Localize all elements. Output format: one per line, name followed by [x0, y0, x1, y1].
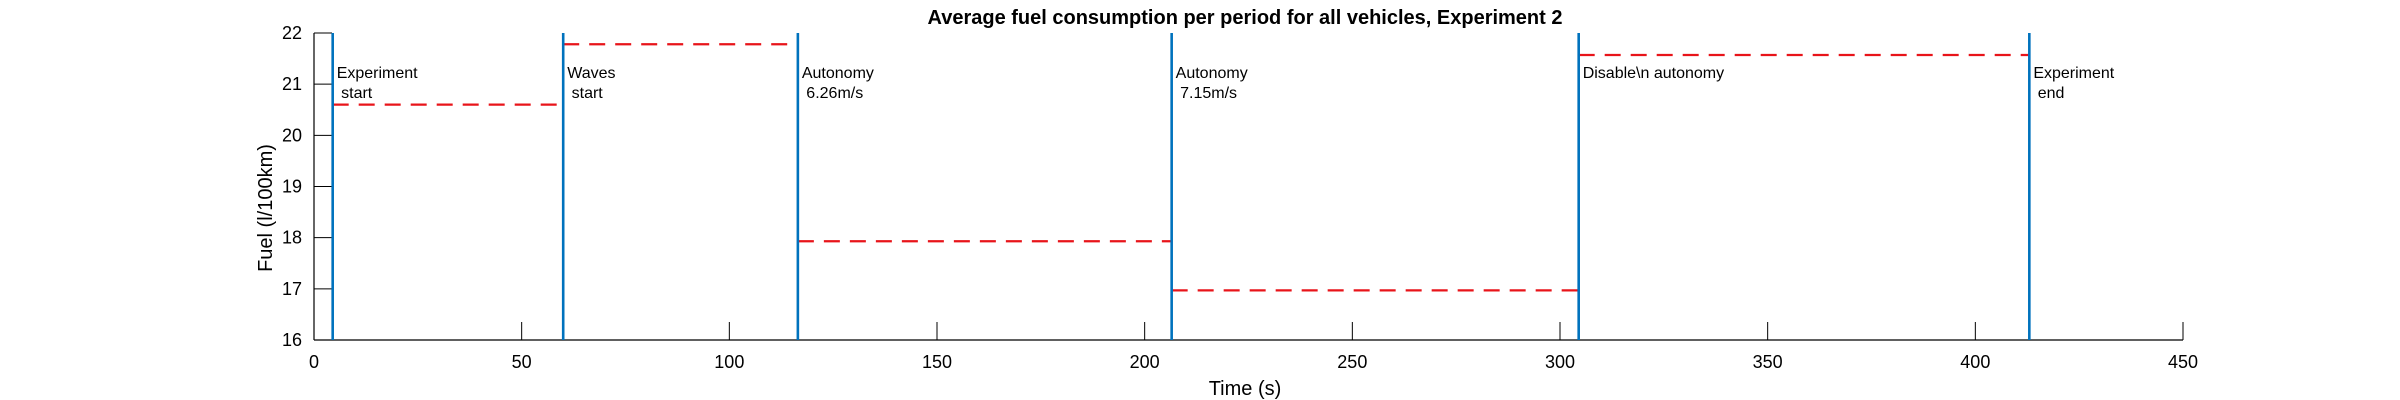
event-label-5: Experiment end	[2033, 65, 2114, 102]
x-tick-label-3: 150	[922, 352, 952, 372]
event-label-line: start	[337, 85, 373, 102]
event-label-line: Autonomy	[802, 65, 874, 82]
y-tick-label-3: 19	[282, 177, 302, 197]
x-tick-label-9: 450	[2168, 352, 2198, 372]
event-label-line: start	[567, 85, 603, 102]
y-tick-label-2: 18	[282, 228, 302, 248]
x-tick-label-2: 100	[714, 352, 744, 372]
x-tick-label-8: 400	[1960, 352, 1990, 372]
event-label-3: Autonomy 7.15m/s	[1176, 65, 1248, 102]
event-label-0: Experiment start	[337, 65, 418, 102]
event-label-line: Autonomy	[1176, 65, 1248, 82]
event-label-line: 6.26m/s	[802, 85, 863, 102]
event-label-line: 7.15m/s	[1176, 85, 1237, 102]
x-tick-label-5: 250	[1337, 352, 1367, 372]
x-tick-label-7: 350	[1753, 352, 1783, 372]
y-axis-label: Fuel (l/100km)	[255, 144, 277, 272]
event-label-line: Waves	[567, 65, 615, 82]
chart-title: Average fuel consumption per period for …	[928, 7, 1563, 29]
event-label-line: Experiment	[337, 65, 418, 82]
y-tick-label-4: 20	[282, 125, 302, 145]
y-tick-label-6: 22	[282, 23, 302, 43]
x-tick-label-1: 50	[512, 352, 532, 372]
x-tick-label-0: 0	[309, 352, 319, 372]
x-tick-label-6: 300	[1545, 352, 1575, 372]
x-axis-label: Time (s)	[1209, 378, 1282, 400]
y-tick-label-0: 16	[282, 330, 302, 350]
event-label-1: Waves start	[567, 65, 615, 102]
event-label-2: Autonomy 6.26m/s	[802, 65, 874, 102]
event-label-line: Experiment	[2033, 65, 2114, 82]
event-label-line: end	[2033, 85, 2064, 102]
event-label-line: Disable\n autonomy	[1583, 65, 1724, 82]
event-label-4: Disable\n autonomy	[1583, 65, 1724, 82]
x-tick-label-4: 200	[1130, 352, 1160, 372]
y-tick-label-5: 21	[282, 74, 302, 94]
y-tick-label-1: 17	[282, 279, 302, 299]
